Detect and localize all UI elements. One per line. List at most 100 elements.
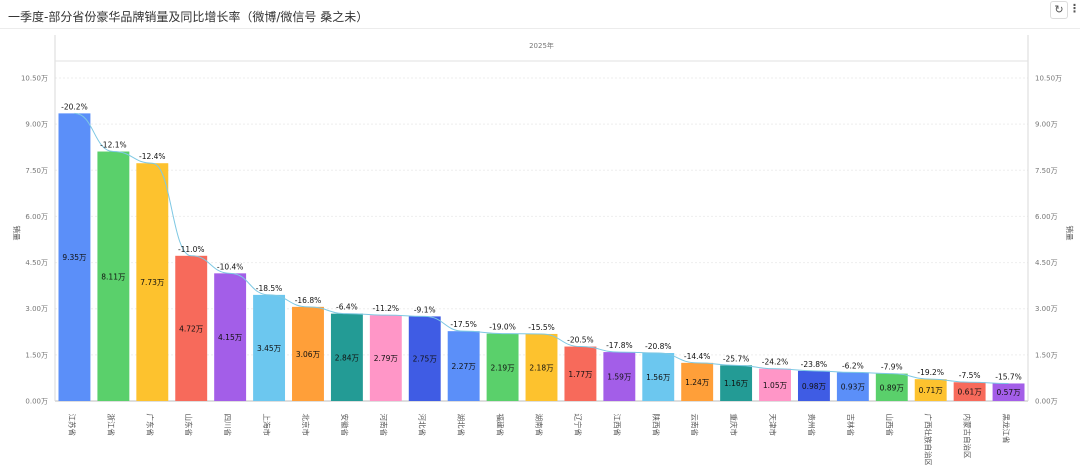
bar-13[interactable] [564,346,597,401]
bar-12[interactable] [525,333,558,401]
y-tick-label-left: 3.00万 [25,305,48,313]
bar-6[interactable] [292,306,324,401]
y-tick-label-right: 1.50万 [1035,351,1058,359]
bar-9[interactable] [408,316,441,401]
bar-value-label: 1.24万 [685,378,710,387]
y-tick-label-left: 10.50万 [21,75,48,83]
bar-value-label: 2.27万 [452,362,477,371]
x-tick-label: 上海市 [262,414,272,437]
growth-rate-label: -6.4% [336,303,358,312]
y-tick-label-right: 9.00万 [1035,121,1058,129]
growth-rate-label: -20.2% [61,102,88,111]
bar-15[interactable] [642,353,675,401]
bar-2[interactable] [136,163,169,401]
bar-value-label: 2.19万 [490,363,515,372]
growth-rate-label: -15.5% [528,323,555,332]
growth-rate-label: -10.4% [217,262,244,271]
bar-value-label: 3.06万 [296,350,321,359]
y-tick-label-left: 0.00万 [25,398,48,406]
growth-rate-label: -20.8% [645,342,672,351]
x-tick-label: 河北省 [418,414,428,437]
y-tick-label-right: 0.00万 [1035,398,1058,406]
growth-rate-label: -17.8% [606,341,633,350]
bar-value-label: 0.61万 [958,388,983,397]
x-tick-label: 贵州省 [807,414,817,437]
growth-rate-label: -11.2% [373,304,400,313]
bar-3[interactable] [175,255,208,401]
bar-7[interactable] [330,313,363,401]
bar-value-label: 1.59万 [607,373,632,382]
x-tick-label: 江苏省 [67,414,77,437]
x-tick-label: 山西省 [885,414,895,437]
x-tick-label: 辽宁省 [573,414,583,437]
x-tick-label: 江西省 [612,414,622,437]
bar-17[interactable] [720,365,753,401]
y-tick-label-right: 4.50万 [1035,259,1058,267]
bar-4[interactable] [214,273,247,401]
chart-header: 一季度-部分省份豪华品牌销量及同比增长率（微博/微信号 桑之未） ↻ ⋮ [0,0,1080,29]
bar-value-label: 0.98万 [802,382,827,391]
x-tick-label: 河南省 [379,414,389,437]
bar-19[interactable] [797,370,830,401]
growth-rate-label: -20.5% [567,336,594,345]
y-tick-label-left: 1.50万 [25,351,48,359]
bar-8[interactable] [369,315,402,401]
growth-rate-label: -7.5% [959,371,981,380]
chart-title: 一季度-部分省份豪华品牌销量及同比增长率（微博/微信号 桑之未） [8,10,369,24]
growth-rate-label: -12.1% [100,141,127,150]
y-tick-label-right: 6.00万 [1035,213,1058,221]
growth-rate-label: -6.2% [842,361,864,370]
bar-20[interactable] [836,372,869,401]
x-tick-label: 黑龙江省 [1002,414,1012,444]
growth-rate-label: -17.5% [450,320,477,329]
x-tick-label: 四川省 [223,414,233,437]
bar-value-label: 1.56万 [646,373,671,382]
bar-16[interactable] [681,362,714,401]
y-tick-label-left: 7.50万 [25,167,48,175]
bar-23[interactable] [953,382,986,401]
bar-24[interactable] [992,383,1025,401]
bar-10[interactable] [447,331,480,401]
bar-1[interactable] [97,151,130,401]
bar-value-label: 3.45万 [257,344,282,353]
growth-rate-label: -16.8% [295,296,322,305]
bar-value-label: 2.75万 [413,355,438,364]
bar-11[interactable] [486,333,519,401]
growth-rate-label: -24.2% [762,358,789,367]
bar-18[interactable] [759,368,791,401]
bar-value-label: 0.71万 [919,386,944,395]
x-tick-label: 湖北省 [457,414,467,437]
group-label: 2025年 [529,41,554,50]
growth-rate-label: -23.8% [801,360,828,369]
x-tick-label: 安徽省 [340,414,350,437]
x-tick-label: 广东省 [145,414,155,437]
x-tick-label: 湖南省 [535,414,545,437]
growth-rate-label: -19.0% [489,323,516,332]
x-tick-label: 陕西省 [651,414,661,437]
y-axis-title-left: 销量 [12,226,22,241]
bar-21[interactable] [875,373,908,401]
bar-value-label: 1.16万 [724,379,749,388]
growth-rate-label: -12.4% [139,152,166,161]
x-tick-label: 内蒙古自治区 [963,414,973,459]
y-axis-title-right: 销量 [1065,226,1075,242]
bar-value-label: 0.89万 [880,383,905,392]
bar-5[interactable] [253,294,286,401]
growth-rate-label: -18.5% [256,284,283,293]
bar-22[interactable] [914,379,947,401]
x-tick-label: 广西壮族自治区 [924,414,934,465]
bar-value-label: 4.15万 [218,333,243,342]
y-tick-label-right: 10.50万 [1035,75,1062,83]
y-tick-label-right: 3.00万 [1035,305,1058,313]
x-tick-label: 天津市 [768,414,778,437]
growth-rate-label: -11.0% [178,245,205,254]
bar-value-label: 9.35万 [62,253,87,262]
bar-value-label: 7.73万 [140,278,165,287]
y-tick-label-left: 6.00万 [25,213,48,221]
more-vertical-icon[interactable]: ⋮ [1069,1,1080,17]
bar-value-label: 1.05万 [763,381,788,390]
bar-14[interactable] [603,352,636,401]
bar-0[interactable] [58,113,91,401]
refresh-icon[interactable]: ↻ [1050,1,1068,19]
x-tick-label: 北京市 [301,414,311,437]
